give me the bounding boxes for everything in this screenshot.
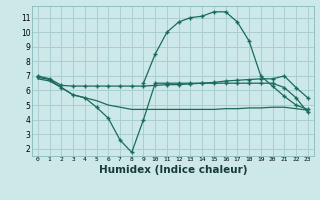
X-axis label: Humidex (Indice chaleur): Humidex (Indice chaleur) [99,165,247,175]
